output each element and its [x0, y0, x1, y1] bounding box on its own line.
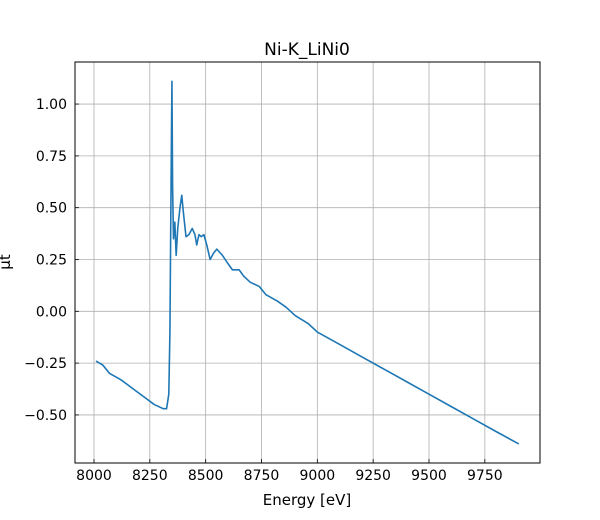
- y-axis-label: μt: [0, 254, 14, 270]
- x-tick-label: 8500: [188, 468, 224, 484]
- x-tick-label: 9000: [300, 468, 336, 484]
- y-tick-label: 1.00: [36, 97, 67, 113]
- y-tick-label: −0.50: [24, 408, 67, 424]
- y-tick-label: 0.75: [36, 149, 67, 165]
- chart-title: Ni-K_LiNi0: [264, 40, 350, 60]
- y-tick-label: 0.00: [36, 304, 67, 320]
- x-tick-label: 9250: [355, 468, 391, 484]
- x-tick-label: 8750: [244, 468, 280, 484]
- x-tick-label: 8250: [132, 468, 168, 484]
- y-tick-label: −0.25: [24, 356, 67, 372]
- y-tick-label: 0.50: [36, 201, 67, 217]
- plot-frame: [74, 61, 541, 464]
- x-tick-label: 9750: [467, 468, 503, 484]
- y-tick-label: 0.25: [36, 252, 67, 268]
- data-line: [95, 80, 520, 445]
- x-tick-label: 8000: [76, 468, 112, 484]
- x-axis-label: Energy [eV]: [263, 491, 351, 509]
- x-tick-label: 9500: [411, 468, 447, 484]
